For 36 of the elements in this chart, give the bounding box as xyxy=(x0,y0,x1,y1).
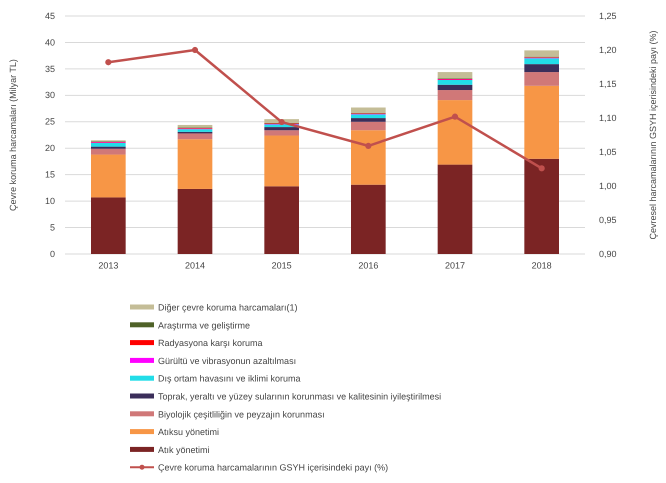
legend-label: Çevre koruma harcamalarının GSYH içerisindeki payı (%) xyxy=(158,462,388,473)
y-tick-label: 15 xyxy=(44,170,55,180)
y-tick-label: 25 xyxy=(44,116,55,127)
y-axis-title: Çevre koruma harcamaları (Milyar TL) xyxy=(8,59,18,211)
y-tick-label: 10 xyxy=(44,196,55,206)
y2-tick-label: 1,05 xyxy=(599,146,617,157)
y-tick-label: 30 xyxy=(44,90,55,100)
y2-tick-label: 1,00 xyxy=(599,180,617,191)
y2-tick-label: 1,25 xyxy=(599,10,617,21)
y-tick-label: 5 xyxy=(50,222,55,232)
y2-tick-label: 0,90 xyxy=(599,248,617,259)
y-tick-label: 35 xyxy=(44,64,55,74)
legend-label: Gürültü ve vibrasyonun azaltılması xyxy=(158,356,296,366)
x-tick-label: 2013 xyxy=(98,260,118,270)
legend-label: Araştırma ve geliştirme xyxy=(158,320,250,330)
x-tick-label: 2016 xyxy=(358,260,378,270)
y2-tick-label: 1,10 xyxy=(599,112,617,123)
y-tick-label: 0 xyxy=(50,248,55,259)
x-tick-label: 2018 xyxy=(532,260,552,270)
x-tick-label: 2014 xyxy=(184,260,206,270)
y-tick-label: 45 xyxy=(44,10,55,21)
legend-label: Atık yönetimi xyxy=(158,444,210,455)
legend-label: Diğer çevre koruma harcamaları(1) xyxy=(158,302,298,312)
legend-label: Dış ortam havasını ve iklimi koruma xyxy=(158,374,301,384)
y-tick-label: 20 xyxy=(44,143,55,154)
x-tick-label: 2017 xyxy=(444,260,466,270)
y2-tick-label: 1,20 xyxy=(599,44,617,55)
y-tick-label: 40 xyxy=(44,37,55,48)
y2-tick-label: 1,15 xyxy=(599,78,617,89)
x-tick-label: 2015 xyxy=(272,260,292,270)
legend-label: Atıksu yönetimi xyxy=(158,427,220,438)
legend-label: Radyasyona karşı koruma xyxy=(158,338,263,348)
legend-label: Biyolojik çeşitliliğin ve peyzajın korunması xyxy=(158,409,325,420)
legend-label: Toprak, yeraltı ve yüzey sularının korunması ve kalitesinin iyileştirilmesi xyxy=(158,392,442,402)
y2-axis-title: Çevresel harcamalarının GSYH içerisindeki payı (%) xyxy=(648,30,658,240)
y2-tick-label: 0,95 xyxy=(599,214,617,225)
